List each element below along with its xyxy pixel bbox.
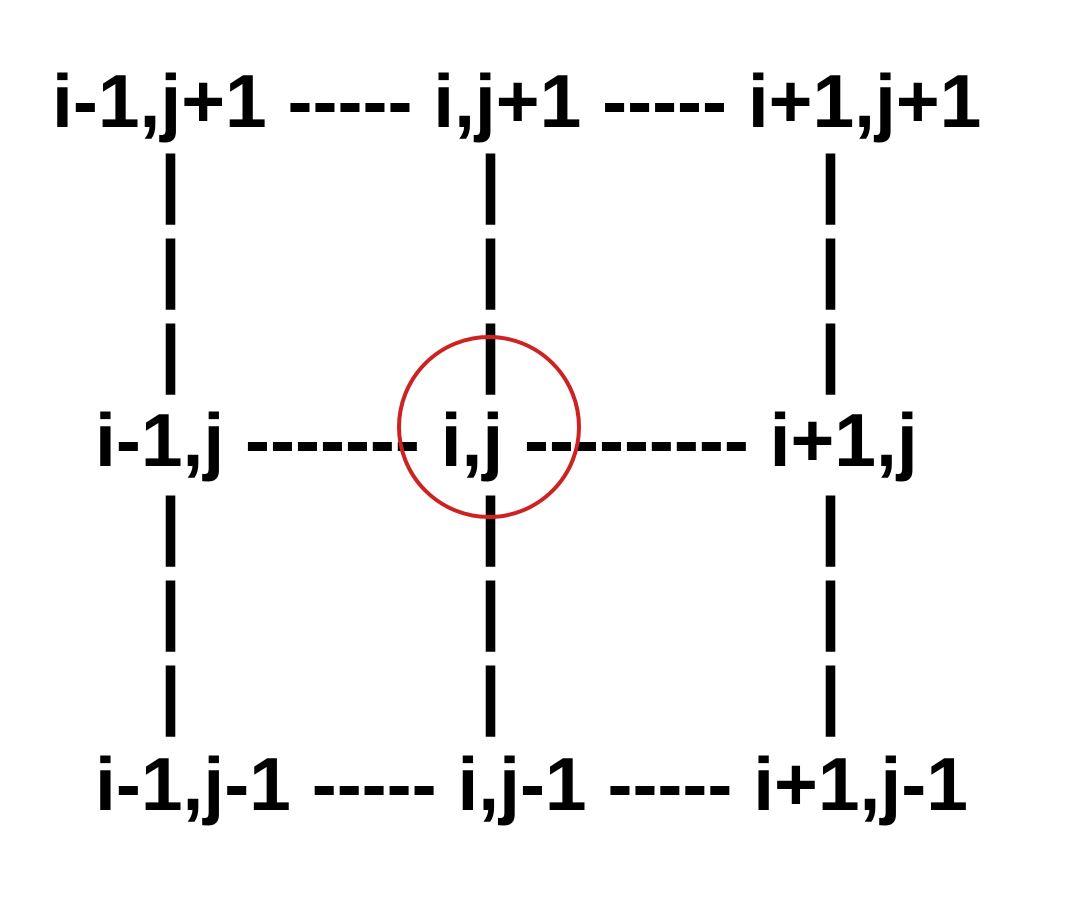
connector-right-lower-2: | [820, 567, 841, 651]
connector-left-lower-1: | [160, 482, 181, 566]
connector-left-upper-3: | [160, 310, 181, 394]
connector-left-lower-3: | [160, 652, 181, 736]
connector-center-lower-2: | [480, 567, 501, 651]
connector-center-lower-3: | [480, 652, 501, 736]
grid-row-middle: i-1,j ------- i,j --------- i+1,j [95, 398, 918, 482]
connector-right-lower-1: | [820, 482, 841, 566]
connector-right-upper-1: | [820, 140, 841, 224]
connector-left-lower-2: | [160, 567, 181, 651]
connector-right-upper-2: | [820, 225, 841, 309]
connector-right-lower-3: | [820, 652, 841, 736]
connector-center-upper-1: | [480, 140, 501, 224]
connector-center-upper-2: | [480, 225, 501, 309]
grid-row-top: i-1,j+1 ----- i,j+1 ----- i+1,j+1 [52, 59, 982, 143]
grid-row-bottom: i-1,j-1 ----- i,j-1 ----- i+1,j-1 [95, 742, 968, 826]
center-node-highlight-circle [397, 335, 581, 519]
connector-left-upper-1: | [160, 140, 181, 224]
connector-right-upper-3: | [820, 310, 841, 394]
connector-left-upper-2: | [160, 225, 181, 309]
